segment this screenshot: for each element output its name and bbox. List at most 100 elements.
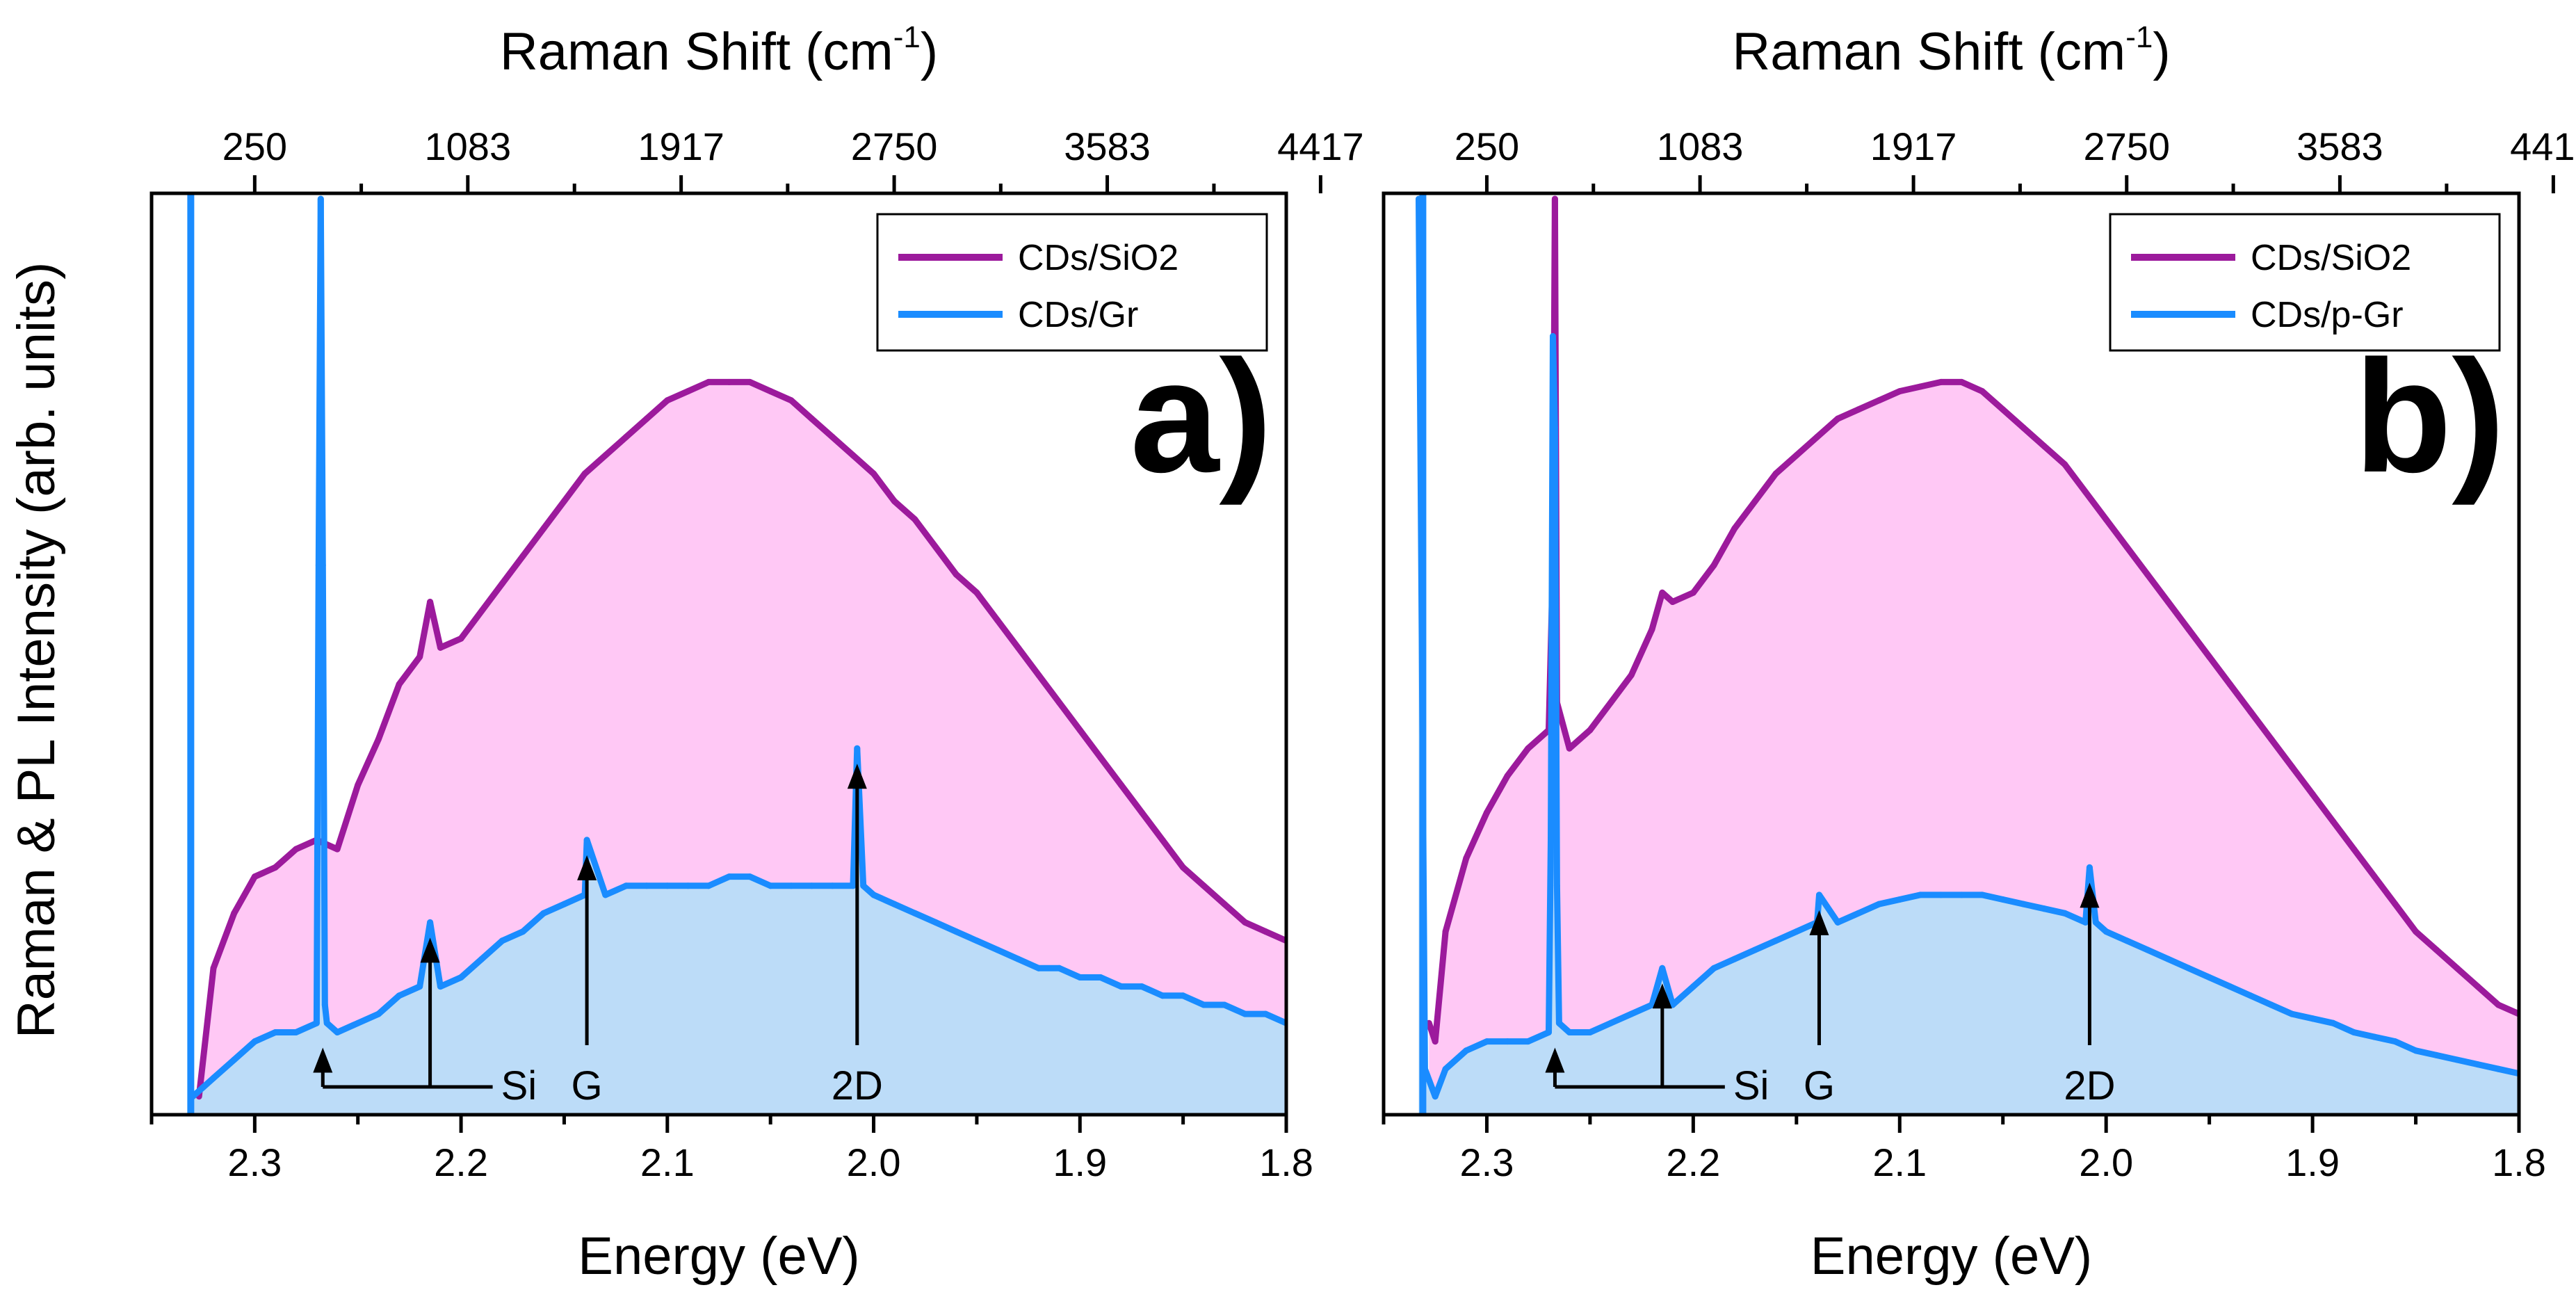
series-segment <box>2103 516 2130 550</box>
series-segment <box>2454 965 2481 990</box>
annotation-arrowhead <box>2080 882 2100 908</box>
series-segment <box>1056 699 1083 734</box>
series-segment <box>1504 745 1532 780</box>
series-segment <box>231 1038 258 1063</box>
series-segment <box>1607 672 1635 706</box>
panel-a: 2.3 2.2 2.1 2.0 1.9 1.8 250 1083 1917 2750 3583 441… <box>149 20 1364 1286</box>
series-segment <box>2247 992 2275 1008</box>
plot-area <box>1416 193 2519 1115</box>
legend: CDs/SiO2 CDs/p-Gr <box>2109 213 2501 352</box>
plot-area <box>187 193 1286 1115</box>
annotation-arrowhead <box>313 1047 333 1073</box>
top-tick-label: 2750 <box>851 124 938 168</box>
series-segment <box>1097 754 1125 789</box>
series-segment <box>912 516 939 550</box>
series-segment <box>1262 1010 1286 1026</box>
legend-label: CDs/SiO2 <box>2251 238 2411 278</box>
series-segment <box>1751 937 1779 953</box>
series-segment <box>355 736 382 789</box>
top-tick-label: 4417 <box>1277 124 1364 168</box>
series-segment <box>272 846 300 871</box>
top-tick-label: 3583 <box>1064 124 1151 168</box>
series-segment <box>1553 882 1562 1026</box>
series-segment <box>1035 672 1063 706</box>
series-segment <box>1659 965 1676 1008</box>
series-segment <box>2371 873 2399 907</box>
annotations: Si G 2D <box>313 764 883 1108</box>
series-segment <box>2041 905 2068 917</box>
series-segment <box>2206 974 2233 990</box>
series-segment <box>602 882 629 898</box>
series-segment <box>2268 1001 2295 1017</box>
series-segment <box>317 195 326 569</box>
series-segment <box>2288 1010 2316 1022</box>
series-segment <box>2413 1047 2440 1058</box>
series-segment <box>1855 397 1883 413</box>
series-segment <box>705 873 733 889</box>
series-fill-graphene <box>193 199 1286 1115</box>
series-segment <box>1056 965 1083 981</box>
series-segment <box>2185 965 2213 981</box>
series-segment <box>2123 937 2151 953</box>
annotation-label-si: Si <box>1733 1063 1769 1108</box>
series-segment <box>2433 946 2461 971</box>
series-segment <box>1076 727 1104 761</box>
series-segment <box>1669 589 1696 605</box>
series-segment <box>912 910 939 926</box>
legend-box <box>2109 213 2501 352</box>
annotation-label-si: Si <box>501 1063 537 1108</box>
series-segment <box>1242 919 1269 935</box>
series-segment <box>973 589 1001 624</box>
series-segment <box>2413 928 2440 953</box>
series-segment <box>953 928 980 944</box>
x-tick-label: 2.1 <box>640 1140 695 1184</box>
series-segment <box>973 937 1001 953</box>
series-segment <box>2351 1029 2378 1040</box>
series-segment <box>602 433 629 459</box>
series-segment <box>1772 928 1800 944</box>
series-segment <box>1138 809 1166 844</box>
series-segment <box>293 837 320 853</box>
series-segment <box>251 864 279 880</box>
series-segment <box>891 498 918 523</box>
x-tick-label: 2.2 <box>434 1140 488 1184</box>
series-segment <box>2474 1061 2502 1072</box>
series-segment <box>2020 901 2048 912</box>
series-segment <box>2164 599 2192 633</box>
series-segment <box>809 415 836 440</box>
series-segment <box>870 891 898 907</box>
series-segment <box>2454 1056 2481 1068</box>
series-segment <box>1546 837 1554 1035</box>
series-segment <box>829 433 857 459</box>
series-segment <box>788 397 815 422</box>
series-segment <box>540 901 567 917</box>
series-segment <box>767 388 795 404</box>
series-segment <box>2061 910 2089 926</box>
annotation-label-g: G <box>572 1063 603 1108</box>
series-segment <box>2185 626 2213 660</box>
series-segment <box>1014 644 1042 679</box>
annotation-label-2d: 2D <box>832 1063 883 1108</box>
series-segment <box>1587 699 1614 734</box>
legend-label: CDs/p-Gr <box>2251 295 2404 335</box>
series-segment <box>1772 452 1800 477</box>
series-segment <box>1432 928 1449 1045</box>
top-tick-label: 2750 <box>2083 124 2170 168</box>
top-axis-title-superscript: -1 <box>2125 20 2153 54</box>
series-segment <box>375 681 403 743</box>
top-tick-label: 250 <box>1455 124 1519 168</box>
series-segment <box>1649 589 1666 633</box>
series-segment <box>293 1019 320 1035</box>
series-fill-sio2 <box>1429 199 2519 1115</box>
series-segment <box>2082 488 2109 523</box>
series-segment <box>747 378 774 395</box>
series-segment <box>1793 433 1820 459</box>
series-segment <box>319 562 328 1008</box>
series-segment <box>231 873 258 917</box>
series-segment <box>1690 965 1717 990</box>
series-segment <box>2206 654 2233 688</box>
series-segment <box>2371 1033 2399 1045</box>
series-segment <box>2288 764 2316 798</box>
series-segment <box>2226 983 2254 999</box>
x-tick-label: 1.8 <box>1259 1140 1313 1184</box>
